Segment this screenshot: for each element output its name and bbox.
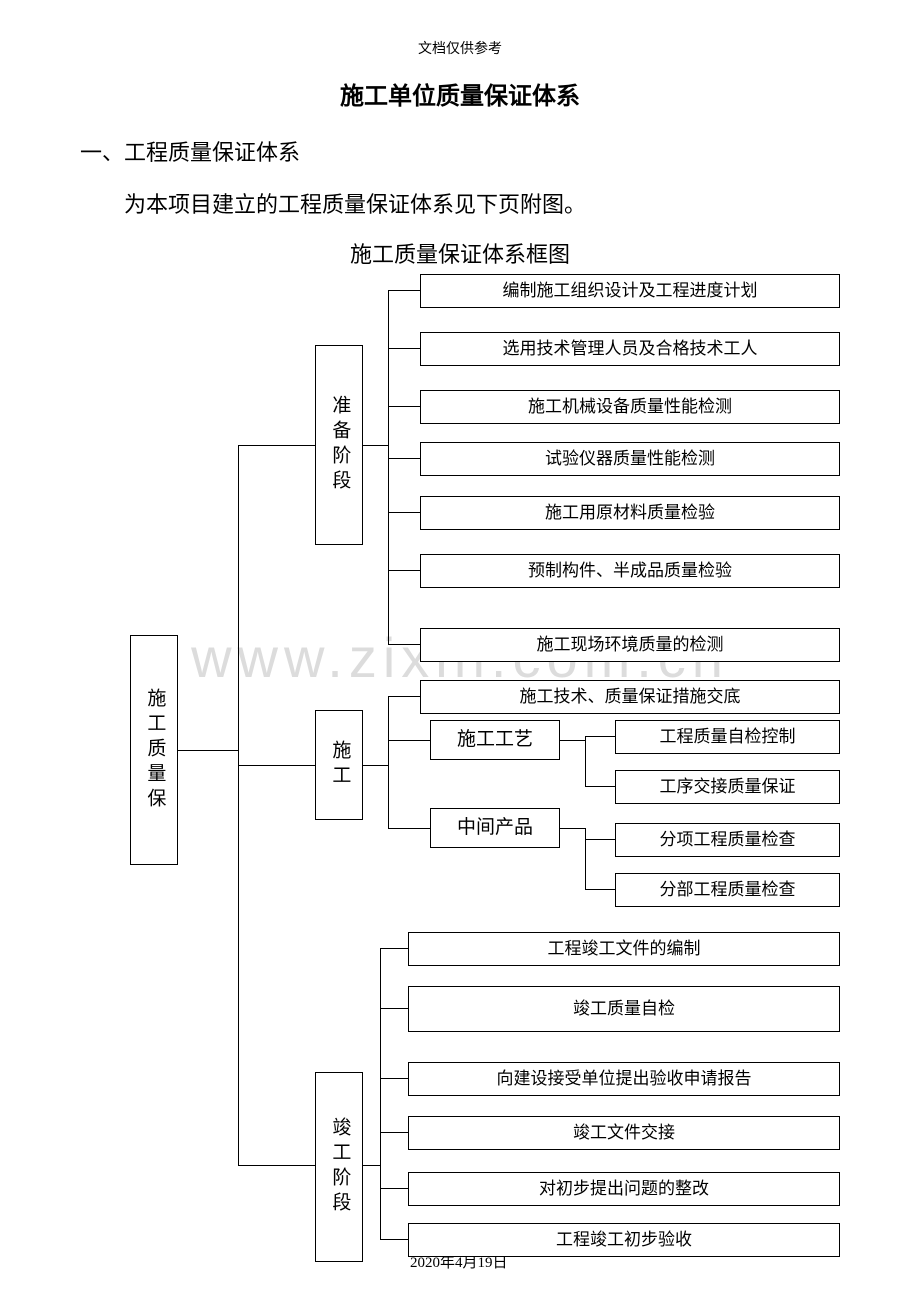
prep-leaf-1: 选用技术管理人员及合格技术工人 <box>420 332 840 366</box>
comp-leaf-1: 竣工质量自检 <box>408 986 840 1032</box>
completion-node: 竣工阶段 <box>315 1072 363 1262</box>
comp-leaf-2: 向建设接受单位提出验收申请报告 <box>408 1062 840 1096</box>
cons-sub2-leaf-0: 分项工程质量检查 <box>615 823 840 857</box>
cons-sub1-leaf-0: 工程质量自检控制 <box>615 720 840 754</box>
diagram-container: 施工质量保 准备阶段 编制施工组织设计及工程进度计划 选用技术管理人员及合格技术… <box>0 270 920 1260</box>
comp-leaf-0: 工程竣工文件的编制 <box>408 932 840 966</box>
prep-leaf-0: 编制施工组织设计及工程进度计划 <box>420 274 840 308</box>
comp-leaf-5: 工程竣工初步验收 <box>408 1223 840 1257</box>
prep-leaf-6: 施工现场环境质量的检测 <box>420 628 840 662</box>
construction-node: 施工 <box>315 710 363 820</box>
comp-leaf-3: 竣工文件交接 <box>408 1116 840 1150</box>
cons-sub2-leaf-1: 分部工程质量检查 <box>615 873 840 907</box>
section-heading: 一、工程质量保证体系 <box>80 135 920 167</box>
cons-sub2: 中间产品 <box>430 808 560 848</box>
intro-text: 为本项目建立的工程质量保证体系见下页附图。 <box>80 187 920 219</box>
cons-sub1: 施工工艺 <box>430 720 560 760</box>
prep-node: 准备阶段 <box>315 345 363 545</box>
cons-sub1-leaf-1: 工序交接质量保证 <box>615 770 840 804</box>
prep-leaf-3: 试验仪器质量性能检测 <box>420 442 840 476</box>
root-node: 施工质量保 <box>130 635 178 865</box>
chart-title: 施工质量保证体系框图 <box>0 237 920 269</box>
header-note: 文档仅供参考 <box>0 0 920 58</box>
prep-leaf-2: 施工机械设备质量性能检测 <box>420 390 840 424</box>
prep-leaf-4: 施工用原材料质量检验 <box>420 496 840 530</box>
cons-top-leaf: 施工技术、质量保证措施交底 <box>420 680 840 714</box>
comp-leaf-4: 对初步提出问题的整改 <box>408 1172 840 1206</box>
doc-title: 施工单位质量保证体系 <box>0 76 920 111</box>
prep-leaf-5: 预制构件、半成品质量检验 <box>420 554 840 588</box>
